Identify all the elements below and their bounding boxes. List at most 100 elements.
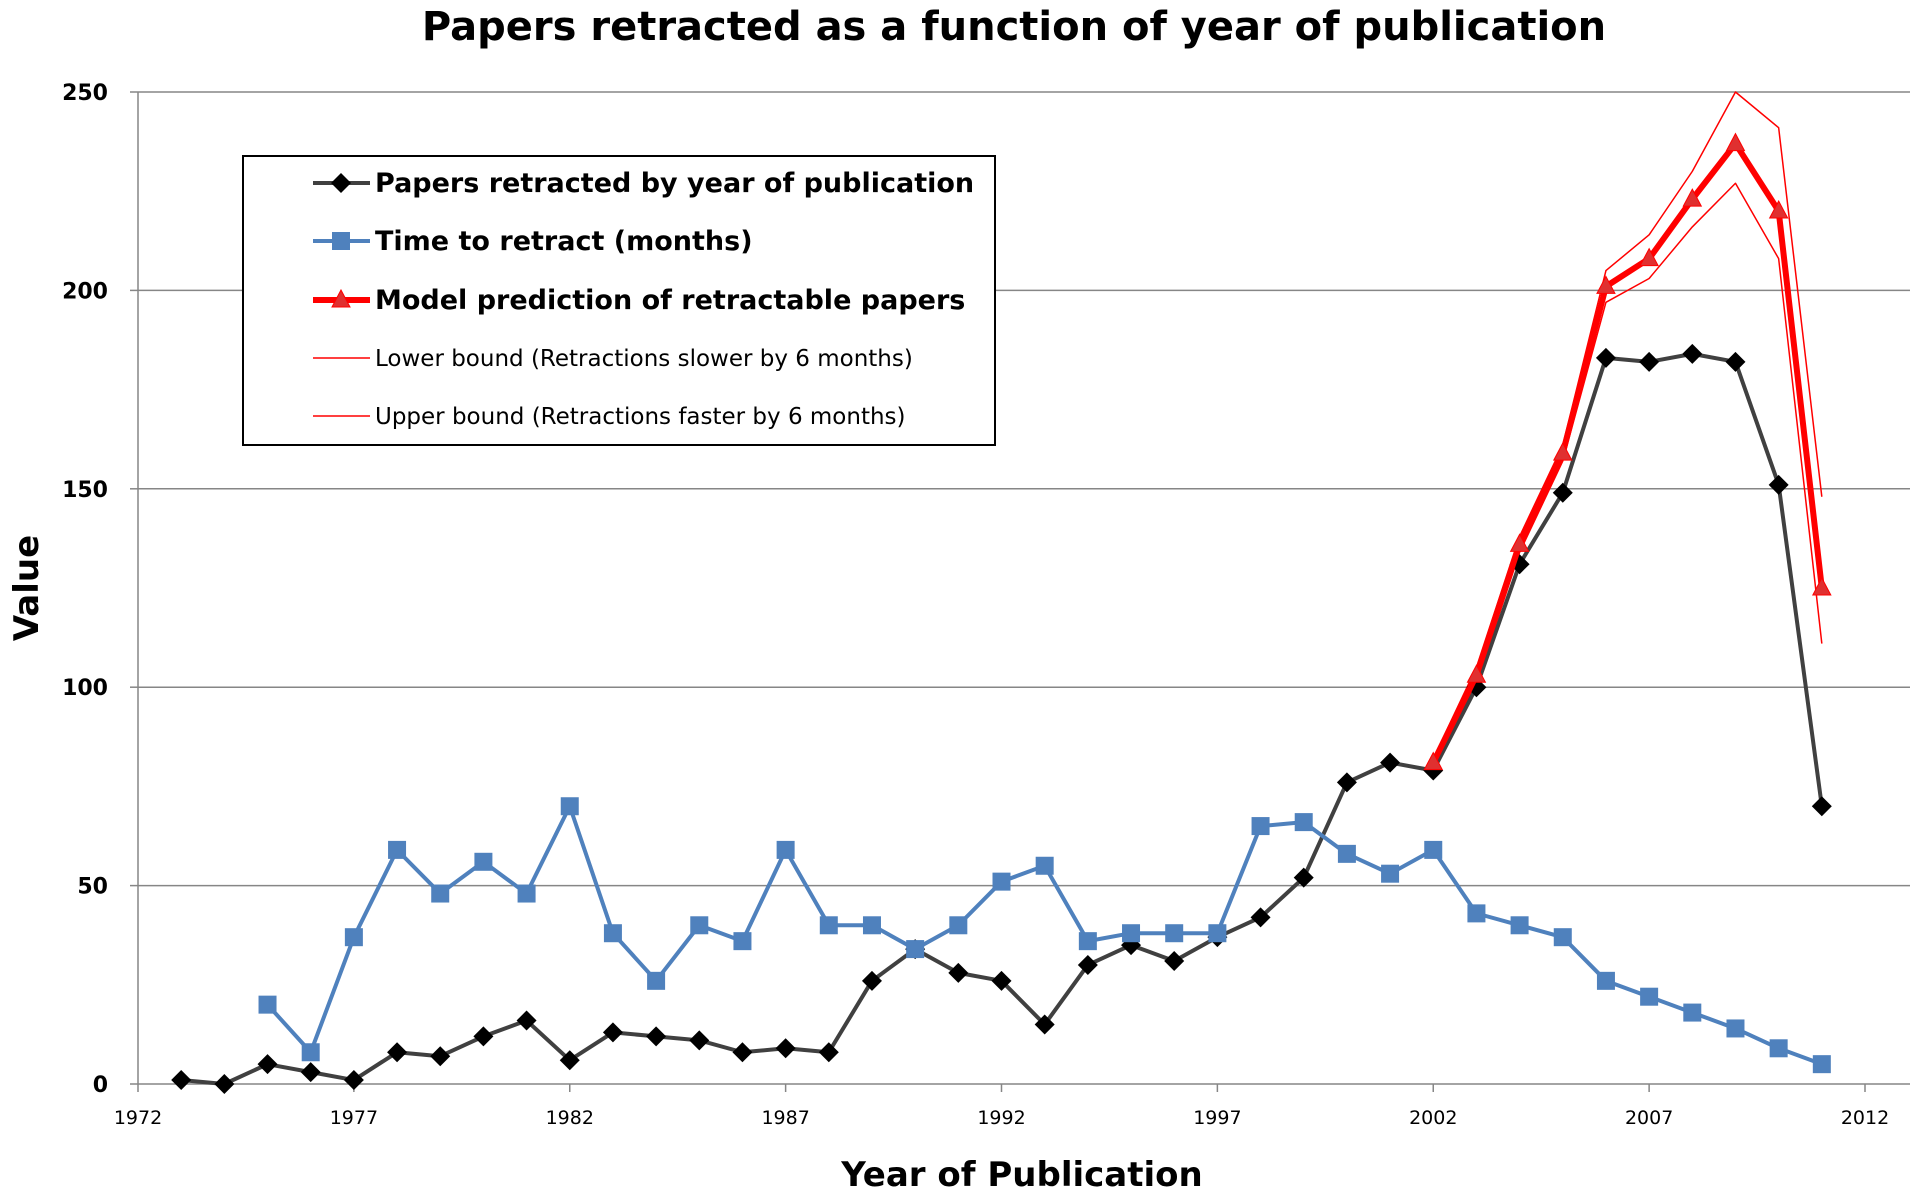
legend-square-marker: [332, 232, 350, 250]
diamond-point: [343, 1070, 364, 1091]
square-point: [603, 924, 622, 943]
square-point: [1208, 924, 1227, 943]
x-tick-label: 1992: [977, 1107, 1025, 1129]
square-point: [431, 884, 450, 903]
legend-label: Time to retract (months): [375, 226, 753, 257]
diamond-point: [1811, 796, 1832, 817]
square-point: [1769, 1039, 1788, 1058]
square-point: [1596, 971, 1615, 990]
x-tick-label: 2007: [1625, 1107, 1673, 1129]
square-point: [1251, 817, 1270, 836]
y-tick-label: 50: [77, 875, 108, 900]
x-tick-label: 1997: [1193, 1107, 1241, 1129]
x-tick-label: 1982: [546, 1107, 594, 1129]
legend-triangle-marker: [331, 288, 351, 308]
x-tick-label: 2002: [1409, 1107, 1457, 1129]
square-point: [1640, 987, 1659, 1006]
triangle-point: [1639, 247, 1659, 267]
diamond-point: [1250, 907, 1271, 928]
square-point: [776, 840, 795, 859]
triangle-point: [1466, 664, 1487, 683]
diamond-point: [430, 1046, 451, 1067]
square-point: [1078, 932, 1097, 951]
x-axis-label: Year of Publication: [840, 1155, 1202, 1195]
series-1: [258, 797, 1831, 1074]
diamond-point: [1725, 351, 1746, 372]
diamond-point: [818, 1042, 839, 1063]
diamond-point: [1034, 1014, 1055, 1035]
triangle-point: [1811, 576, 1832, 596]
diamond-point: [257, 1054, 278, 1075]
diamond-point: [516, 1010, 537, 1031]
square-point: [517, 884, 536, 903]
tick-labels: 0 50 100 150 200 250 1972 1977 1982 1987 1992 1997 2…: [62, 81, 1889, 1129]
square-point: [1726, 1019, 1745, 1038]
legend: Papers retracted by year of publication T…: [242, 155, 996, 446]
diamond-point: [214, 1074, 235, 1094]
diamond-point: [775, 1038, 796, 1059]
x-tick-label: 2012: [1841, 1107, 1889, 1129]
square-point: [992, 872, 1011, 891]
diamond-point: [171, 1070, 192, 1091]
diamond-point: [602, 1022, 623, 1043]
square-point: [1337, 844, 1356, 863]
diamond-point: [1768, 474, 1789, 495]
diamond-point: [559, 1050, 580, 1071]
diamond-point: [387, 1042, 408, 1063]
axes: [130, 91, 1910, 1092]
diamond-point: [1682, 343, 1703, 364]
square-point: [819, 916, 838, 935]
square-point: [1294, 813, 1313, 832]
legend-label: Papers retracted by year of publication: [375, 168, 974, 199]
square-point: [1683, 1003, 1702, 1022]
square-point: [733, 932, 752, 951]
square-point: [906, 940, 925, 959]
triangle-point: [1725, 132, 1746, 152]
x-tick-label: 1972: [114, 1107, 162, 1129]
diamond-point: [1380, 752, 1401, 773]
square-point: [258, 995, 277, 1014]
y-tick-label: 150: [62, 478, 108, 503]
x-tick-label: 1987: [761, 1107, 809, 1129]
diamond-point: [300, 1062, 321, 1083]
series-2: [1423, 132, 1832, 771]
square-point: [690, 916, 709, 935]
diamond-point: [1639, 351, 1660, 372]
y-tick-label: 250: [62, 81, 108, 106]
square-point: [1122, 924, 1141, 943]
square-point: [474, 852, 493, 871]
square-point: [1467, 904, 1486, 923]
triangle-point: [1423, 751, 1444, 771]
diamond-point: [1293, 867, 1314, 888]
diamond-point: [1077, 954, 1098, 975]
square-point: [344, 928, 363, 947]
square-point: [1553, 928, 1572, 947]
diamond-point: [1336, 772, 1357, 793]
diamond-point: [1164, 950, 1185, 971]
square-point: [949, 916, 968, 935]
square-point: [301, 1043, 320, 1062]
series-line: [1430, 140, 1825, 764]
chart-title: Papers retracted as a function of year o…: [422, 4, 1606, 50]
square-point: [1035, 856, 1054, 875]
square-point: [862, 916, 881, 935]
triangle-point: [1596, 275, 1616, 294]
y-tick-label: 0: [93, 1073, 108, 1098]
triangle-point: [1682, 188, 1703, 207]
y-axis-label: Value: [7, 535, 47, 641]
legend-label: Model prediction of retractable papers: [375, 285, 965, 316]
x-tick-label: 1977: [330, 1107, 378, 1129]
square-point: [1424, 840, 1443, 859]
legend-label: Lower bound (Retractions slower by 6 mon…: [375, 346, 913, 372]
y-tick-label: 100: [62, 676, 108, 701]
y-tick-label: 200: [62, 279, 108, 304]
square-point: [1510, 916, 1529, 935]
square-point: [647, 971, 666, 990]
triangle-point: [1552, 442, 1573, 461]
diamond-point: [948, 962, 969, 983]
series-group: [171, 91, 1832, 1094]
diamond-point: [689, 1030, 710, 1051]
diamond-point: [1552, 482, 1573, 503]
diamond-point: [646, 1026, 667, 1047]
